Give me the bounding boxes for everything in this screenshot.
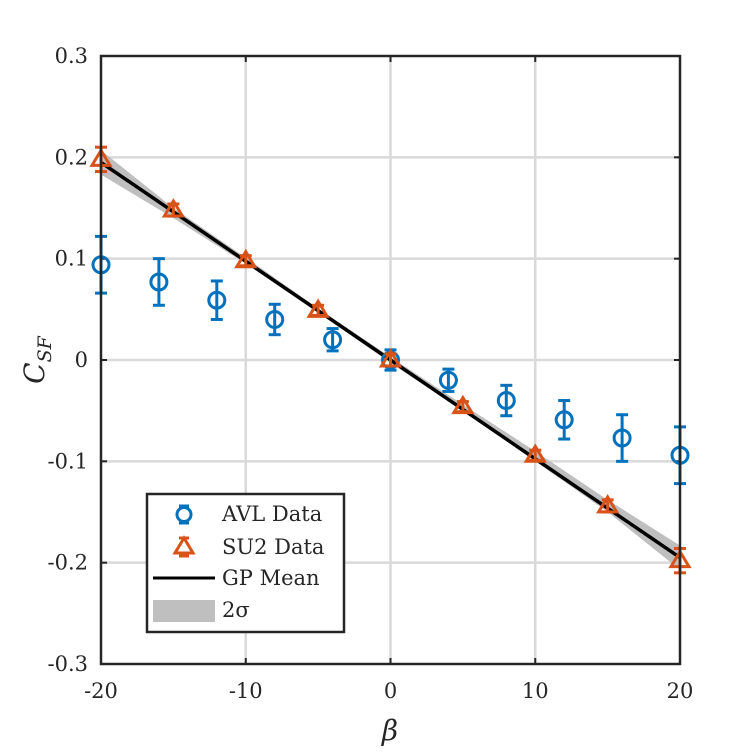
x-tick-label: 0 xyxy=(384,679,397,703)
y-tick-label: 0.3 xyxy=(55,44,88,68)
su2-point-marker xyxy=(161,198,186,218)
avl-point-marker xyxy=(496,391,516,411)
legend-label-avl: AVL Data xyxy=(221,502,322,526)
legend-marker-2sigma xyxy=(153,600,215,622)
legend-label-gp-mean: GP Mean xyxy=(222,566,320,590)
legend-label-su2: SU2 Data xyxy=(222,535,324,559)
x-tick-label: -10 xyxy=(229,679,263,703)
y-tick-label: 0.2 xyxy=(55,145,88,169)
avl-point-errorbar xyxy=(210,279,223,321)
su2-point-marker xyxy=(595,494,620,514)
y-tick-label: -0.2 xyxy=(48,551,89,575)
avl-point-marker xyxy=(207,290,227,310)
avl-point-marker xyxy=(438,370,458,390)
legend: AVL Data SU2 Data GP Mean 2σ xyxy=(145,492,346,634)
avl-point-errorbar xyxy=(152,257,165,307)
su2-point-marker xyxy=(451,394,475,415)
x-tick-label: -20 xyxy=(84,679,118,703)
su2-point-marker xyxy=(306,298,330,318)
avl-point-errorbar xyxy=(616,413,629,463)
avl-point-errorbar xyxy=(268,302,281,337)
su2-point-marker xyxy=(523,443,547,463)
x-axis-label: β xyxy=(381,714,398,747)
y-axis-label-main: C xyxy=(18,362,51,383)
su2-point-marker xyxy=(234,248,258,269)
avl-point-marker xyxy=(323,330,343,350)
avl-point-errorbar xyxy=(558,399,571,441)
x-tick-labels: -20 -10 0 10 20 xyxy=(84,679,693,703)
legend-marker-su2 xyxy=(172,535,196,558)
su2-point-marker xyxy=(378,348,403,368)
avl-point-marker xyxy=(612,428,632,448)
avl-point-errorbar xyxy=(500,383,513,418)
y-tick-label: 0.1 xyxy=(55,247,88,271)
y-tick-labels: -0.3 -0.2 -0.1 0 0.1 0.2 0.3 xyxy=(48,44,89,676)
y-axis-label: CSF xyxy=(18,335,56,383)
x-tick-label: 10 xyxy=(522,679,549,703)
avl-point-marker xyxy=(554,410,574,430)
x-tick-label: 20 xyxy=(667,679,694,703)
avl-point-marker xyxy=(149,272,169,292)
avl-point-marker xyxy=(265,309,285,329)
y-tick-label: 0 xyxy=(75,348,88,372)
legend-label-2sigma: 2σ xyxy=(222,598,250,622)
plot-frame xyxy=(99,54,682,666)
y-tick-label: -0.3 xyxy=(48,652,89,676)
y-axis-label-sub: SF xyxy=(34,335,56,362)
legend-marker-avl xyxy=(175,504,193,525)
y-tick-label: -0.1 xyxy=(48,449,89,473)
